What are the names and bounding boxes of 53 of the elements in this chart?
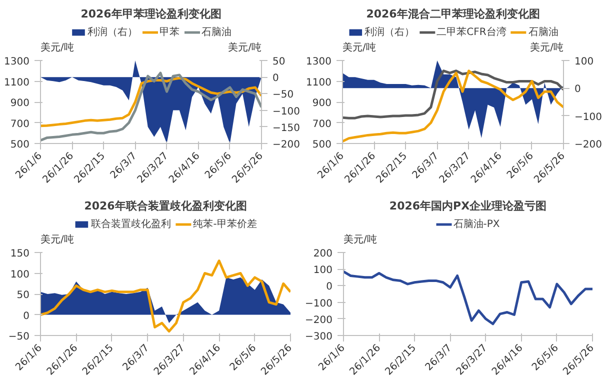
chart-title: 2026年联合装置歧化盈利变化图 (84, 200, 247, 212)
y2-tick-label: 100 (574, 56, 594, 68)
y-tick-label: 100 (313, 265, 333, 276)
y-tick-label: 100 (10, 269, 30, 280)
line-series (344, 270, 592, 326)
y-tick-label: 0 (326, 282, 333, 293)
y2-tick-label: 0 (272, 73, 279, 84)
y2-tick-label: 50 (272, 56, 286, 68)
y-axis-title: 美元/吨 (342, 42, 376, 54)
y2-tick-label: −200 (574, 140, 602, 150)
y2-tick-label: −200 (272, 140, 300, 150)
legend-label: 利润（右） (88, 26, 138, 39)
y-tick-label: 500 (312, 140, 332, 150)
y-tick-label: −200 (305, 314, 333, 326)
y-tick-label: 150 (10, 248, 30, 260)
legend-label: 联合装置歧化盈利 (91, 218, 172, 231)
y-tick-label: 1300 (306, 56, 332, 68)
y2-tick-label: −100 (574, 112, 602, 123)
y-tick-label: 1300 (4, 56, 30, 68)
line-series (40, 260, 290, 333)
chart-title: 2026年混合二甲苯理论盈利变化图 (366, 8, 540, 20)
chart-title: 2026年国内PX企业理论盈亏图 (389, 200, 547, 212)
legend-label: 纯苯-甲苯价差 (193, 218, 257, 231)
y-axis-title: 美元/吨 (344, 234, 377, 246)
y-axis-title: 美元/吨 (40, 234, 74, 246)
legend-label: 石脑油 (528, 26, 558, 39)
y-tick-label: −300 (305, 332, 333, 342)
y2-axis-title: 美元/吨 (228, 42, 262, 54)
y-tick-label: 700 (10, 118, 30, 130)
y-tick-label: −100 (305, 298, 333, 310)
y2-tick-label: 0 (574, 84, 581, 96)
y-tick-label: 500 (10, 140, 30, 150)
legend-label: 石脑油 (202, 26, 232, 39)
y-tick-label: −50 (8, 332, 30, 342)
y2-axis-title: 美元/吨 (530, 42, 564, 54)
y-axis-title: 美元/吨 (40, 42, 74, 54)
y2-tick-label: −50 (272, 90, 294, 101)
y-tick-label: 700 (312, 118, 332, 130)
legend-label: 利润（右） (364, 26, 415, 39)
y-tick-label: 900 (10, 98, 30, 109)
y-tick-label: 1100 (306, 77, 332, 88)
y-tick-label: 900 (312, 98, 332, 109)
y-tick-label: 1100 (4, 77, 30, 88)
legend-label: 甲苯 (160, 26, 180, 39)
y-tick-label: 200 (313, 248, 333, 260)
y2-tick-label: −100 (272, 106, 300, 118)
y-tick-label: 50 (16, 290, 30, 301)
y2-tick-label: −150 (272, 122, 300, 134)
chart-title: 2026年甲苯理论盈利变化图 (80, 8, 222, 20)
legend-label: 二甲苯CFR台湾 (436, 26, 506, 39)
legend-label: 石脑油-PX (453, 218, 500, 231)
line-series (342, 70, 564, 120)
y-tick-label: 0 (23, 310, 30, 322)
